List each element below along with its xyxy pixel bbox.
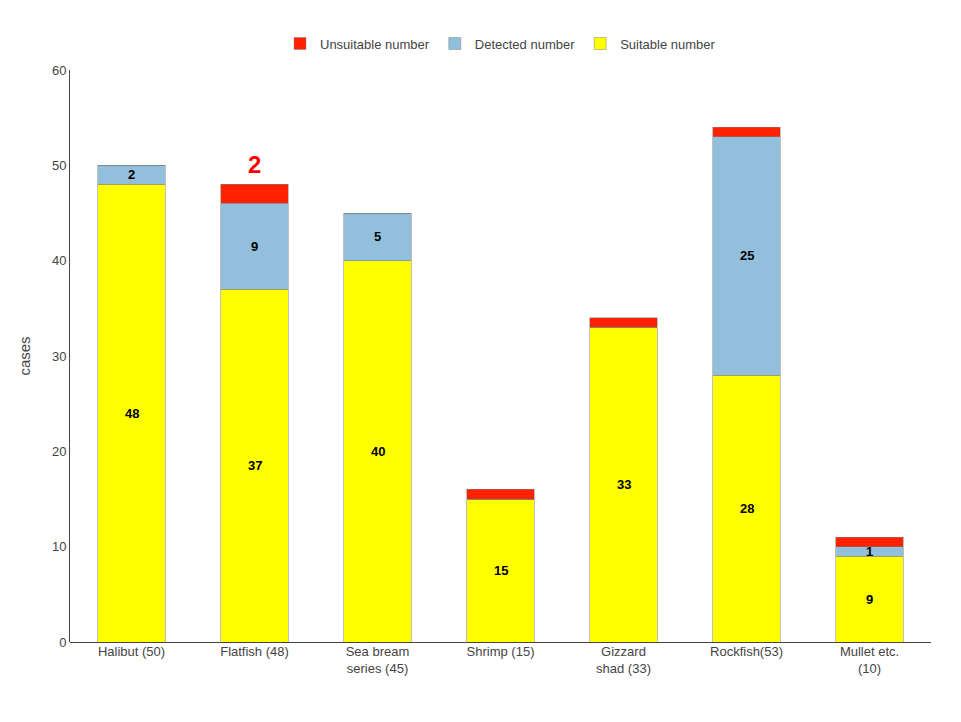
svg-text:15: 15 <box>494 563 508 578</box>
svg-text:9: 9 <box>866 592 873 607</box>
svg-text:2: 2 <box>128 167 135 182</box>
svg-text:5: 5 <box>374 229 381 244</box>
svg-text:Mullet etc.(10): Mullet etc.(10) <box>840 644 899 676</box>
svg-text:Halibut (50): Halibut (50) <box>98 644 165 659</box>
svg-text:20: 20 <box>52 444 66 459</box>
svg-text:1: 1 <box>866 544 873 559</box>
svg-text:30: 30 <box>52 349 66 364</box>
svg-text:37: 37 <box>248 458 262 473</box>
svg-text:40: 40 <box>371 444 385 459</box>
svg-text:Suitable number: Suitable number <box>620 37 715 52</box>
svg-text:33: 33 <box>617 477 631 492</box>
svg-text:cases: cases <box>16 336 33 375</box>
svg-text:Gizzardshad (33): Gizzardshad (33) <box>596 644 651 676</box>
svg-text:25: 25 <box>740 248 754 263</box>
svg-text:48: 48 <box>125 406 139 421</box>
svg-text:10: 10 <box>52 539 66 554</box>
svg-text:Unsuitable number: Unsuitable number <box>320 37 430 52</box>
svg-text:0: 0 <box>59 635 66 650</box>
svg-text:40: 40 <box>52 253 66 268</box>
svg-text:Flatfish (48): Flatfish (48) <box>220 644 289 659</box>
svg-text:2: 2 <box>248 151 261 178</box>
svg-text:Detected number: Detected number <box>475 37 575 52</box>
svg-text:50: 50 <box>52 158 66 173</box>
svg-text:60: 60 <box>52 63 66 78</box>
svg-text:Shrimp (15): Shrimp (15) <box>467 644 535 659</box>
svg-text:Sea breamseries (45): Sea breamseries (45) <box>346 644 410 676</box>
svg-text:9: 9 <box>251 239 258 254</box>
svg-text:28: 28 <box>740 501 754 516</box>
svg-text:Rockfish(53): Rockfish(53) <box>710 644 783 659</box>
